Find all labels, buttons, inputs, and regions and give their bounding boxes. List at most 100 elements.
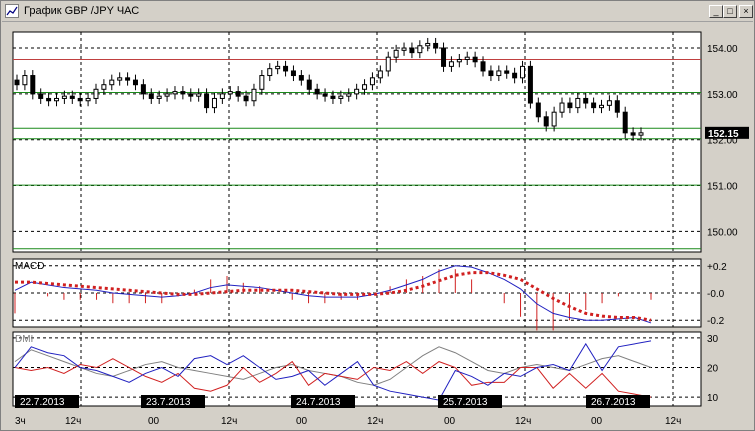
candle-body bbox=[535, 102, 541, 118]
price-tick-label: 154.00 bbox=[707, 44, 738, 55]
candle-body bbox=[433, 42, 439, 49]
candle-body bbox=[614, 100, 620, 113]
hour-tick-label: 00 bbox=[296, 416, 308, 427]
candle-body bbox=[385, 56, 391, 72]
candle-body bbox=[480, 61, 486, 72]
hour-tick-label: 12ч bbox=[65, 416, 81, 427]
candle-body bbox=[196, 93, 202, 97]
minus-di-line bbox=[14, 358, 652, 398]
date-label: 24.7.2013 bbox=[296, 397, 341, 408]
candle-body bbox=[583, 97, 589, 104]
candle-body bbox=[132, 79, 138, 86]
date-label-box bbox=[291, 395, 355, 408]
candle-body bbox=[599, 104, 605, 109]
candle-body bbox=[22, 75, 28, 86]
candle-body bbox=[164, 93, 170, 97]
candle-body bbox=[322, 93, 328, 97]
candle-body bbox=[148, 93, 154, 99]
close-button[interactable]: × bbox=[739, 5, 753, 18]
macd-tick-label: +0.2 bbox=[707, 262, 727, 273]
maximize-button[interactable]: □ bbox=[723, 5, 737, 18]
candle-body bbox=[559, 102, 565, 113]
candle-body bbox=[393, 49, 399, 58]
date-label: 22.7.2013 bbox=[20, 397, 65, 408]
hour-tick-label: 12ч bbox=[367, 416, 383, 427]
window-title: График GBP /JPY ЧАС bbox=[24, 5, 140, 17]
candle-body bbox=[69, 95, 75, 99]
price-chart-area[interactable]: 154.00 153.00 152.00 151.00 150.00 152.15 +0.2… bbox=[1, 22, 754, 430]
candle-body bbox=[567, 102, 573, 109]
date-label-box bbox=[15, 395, 79, 408]
candle-body bbox=[472, 56, 478, 63]
candle-body bbox=[338, 95, 344, 99]
dmi-tick-label: 20 bbox=[707, 364, 719, 375]
candle-body bbox=[172, 91, 178, 95]
candle-body bbox=[512, 72, 518, 79]
date-label-box bbox=[438, 395, 502, 408]
candle-body bbox=[464, 56, 470, 60]
candle-body bbox=[630, 132, 636, 136]
candle-body bbox=[235, 91, 241, 97]
date-label: 25.7.2013 bbox=[443, 397, 488, 408]
macd-line bbox=[14, 265, 652, 324]
candle-body bbox=[354, 88, 360, 95]
candle-body bbox=[409, 47, 415, 54]
candle-body bbox=[85, 97, 91, 102]
candle-body bbox=[46, 97, 52, 102]
candle-body bbox=[520, 65, 526, 79]
candle-body bbox=[188, 93, 194, 97]
macd-tick-label: -0.0 bbox=[707, 289, 725, 300]
price-tick-label: 150.00 bbox=[707, 227, 738, 238]
candle-body bbox=[38, 93, 44, 99]
candle-body bbox=[527, 65, 533, 104]
candle-body bbox=[622, 111, 628, 134]
chart-app-icon bbox=[5, 4, 19, 18]
candle-body bbox=[543, 116, 549, 127]
candle-body bbox=[109, 79, 115, 86]
candle-body bbox=[290, 70, 296, 77]
date-label: 26.7.2013 bbox=[591, 397, 636, 408]
macd-title: MACD bbox=[15, 261, 44, 272]
dmi-title: DMI bbox=[15, 334, 33, 345]
candle-body bbox=[504, 70, 510, 74]
candle-body bbox=[330, 95, 336, 99]
candle-body bbox=[417, 45, 423, 54]
candle-body bbox=[156, 95, 162, 99]
candle-body bbox=[211, 97, 217, 109]
candle-body bbox=[425, 42, 431, 47]
candle-body bbox=[306, 79, 312, 90]
candle-body bbox=[251, 88, 257, 102]
candle-body bbox=[243, 95, 249, 102]
candle-body bbox=[101, 84, 107, 90]
macd-signal-line bbox=[15, 271, 652, 322]
dmi-tick-label: 30 bbox=[707, 334, 719, 345]
candle-body bbox=[456, 59, 462, 63]
title-bar[interactable]: График GBP /JPY ЧАС _ □ × bbox=[2, 2, 753, 22]
price-tick-label: 153.00 bbox=[707, 90, 738, 101]
hour-tick-label: 00 bbox=[444, 416, 456, 427]
macd-tick-label: -0.2 bbox=[707, 316, 725, 327]
candle-body bbox=[377, 70, 383, 79]
candle-body bbox=[314, 88, 320, 95]
candle-body bbox=[346, 93, 352, 97]
candle-body bbox=[283, 65, 289, 72]
candle-body bbox=[140, 84, 146, 95]
hour-tick-label: 12ч bbox=[221, 416, 237, 427]
candle-body bbox=[362, 84, 368, 90]
candle-body bbox=[275, 65, 281, 70]
hour-tick-label: 3ч bbox=[15, 416, 26, 427]
date-label: 23.7.2013 bbox=[146, 397, 191, 408]
candle-body bbox=[298, 75, 304, 81]
hour-tick-label: 12ч bbox=[665, 416, 681, 427]
dmi-panel bbox=[12, 331, 702, 407]
minimize-button[interactable]: _ bbox=[709, 5, 723, 18]
candle-body bbox=[448, 61, 454, 67]
candle-body bbox=[53, 97, 59, 102]
candle-body bbox=[117, 77, 123, 81]
candle-body bbox=[496, 70, 502, 77]
current-price-box bbox=[705, 126, 749, 139]
price-tick-label: 151.00 bbox=[707, 182, 738, 193]
candle-body bbox=[551, 111, 557, 127]
date-label-box bbox=[141, 395, 205, 408]
